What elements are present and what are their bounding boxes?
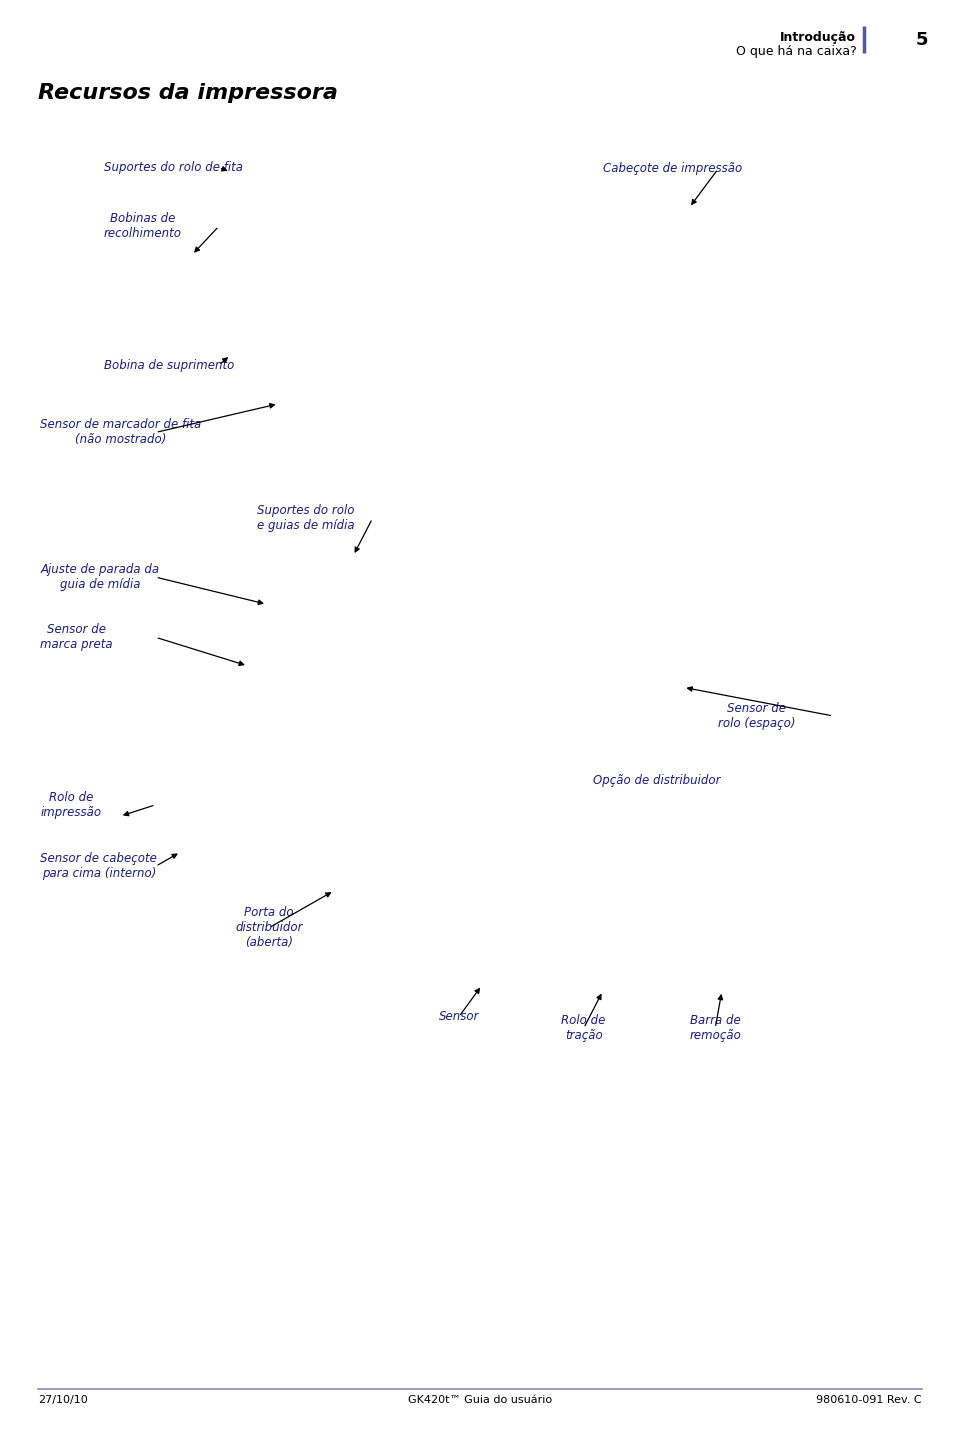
Text: 5: 5 <box>915 30 928 49</box>
Text: Suportes do rolo de fita: Suportes do rolo de fita <box>104 160 243 175</box>
Text: 980610-091 Rev. C: 980610-091 Rev. C <box>816 1395 922 1405</box>
Text: Sensor de cabeçote
para cima (interno): Sensor de cabeçote para cima (interno) <box>40 852 157 881</box>
Text: Bobina de suprimento: Bobina de suprimento <box>104 358 234 372</box>
Text: Introdução: Introdução <box>780 30 856 44</box>
Text: Suportes do rolo
e guias de mídia: Suportes do rolo e guias de mídia <box>257 504 355 533</box>
Text: Sensor: Sensor <box>439 1010 479 1024</box>
Text: Cabeçote de impressão: Cabeçote de impressão <box>603 162 742 176</box>
Text: 27/10/10: 27/10/10 <box>38 1395 88 1405</box>
Text: Sensor de
marca preta: Sensor de marca preta <box>40 623 113 652</box>
Text: Rolo de
tração: Rolo de tração <box>562 1014 606 1042</box>
Text: Opção de distribuidor: Opção de distribuidor <box>593 773 721 788</box>
Text: O que há na caixa?: O que há na caixa? <box>735 44 856 59</box>
Text: Porta do
distribuidor
(aberta): Porta do distribuidor (aberta) <box>235 906 302 949</box>
Text: Sensor de marcador de fita
(não mostrado): Sensor de marcador de fita (não mostrado… <box>40 418 202 447</box>
Text: Bobinas de
recolhimento: Bobinas de recolhimento <box>104 212 181 241</box>
Text: Ajuste de parada da
guia de mídia: Ajuste de parada da guia de mídia <box>40 563 159 591</box>
Text: Barra de
remoção: Barra de remoção <box>689 1014 741 1042</box>
Text: Rolo de
impressão: Rolo de impressão <box>40 790 102 819</box>
Text: Recursos da impressora: Recursos da impressora <box>38 83 338 103</box>
Text: GK420t™ Guia do usuário: GK420t™ Guia do usuário <box>408 1395 552 1405</box>
Text: Sensor de
rolo (espaço): Sensor de rolo (espaço) <box>718 702 796 730</box>
